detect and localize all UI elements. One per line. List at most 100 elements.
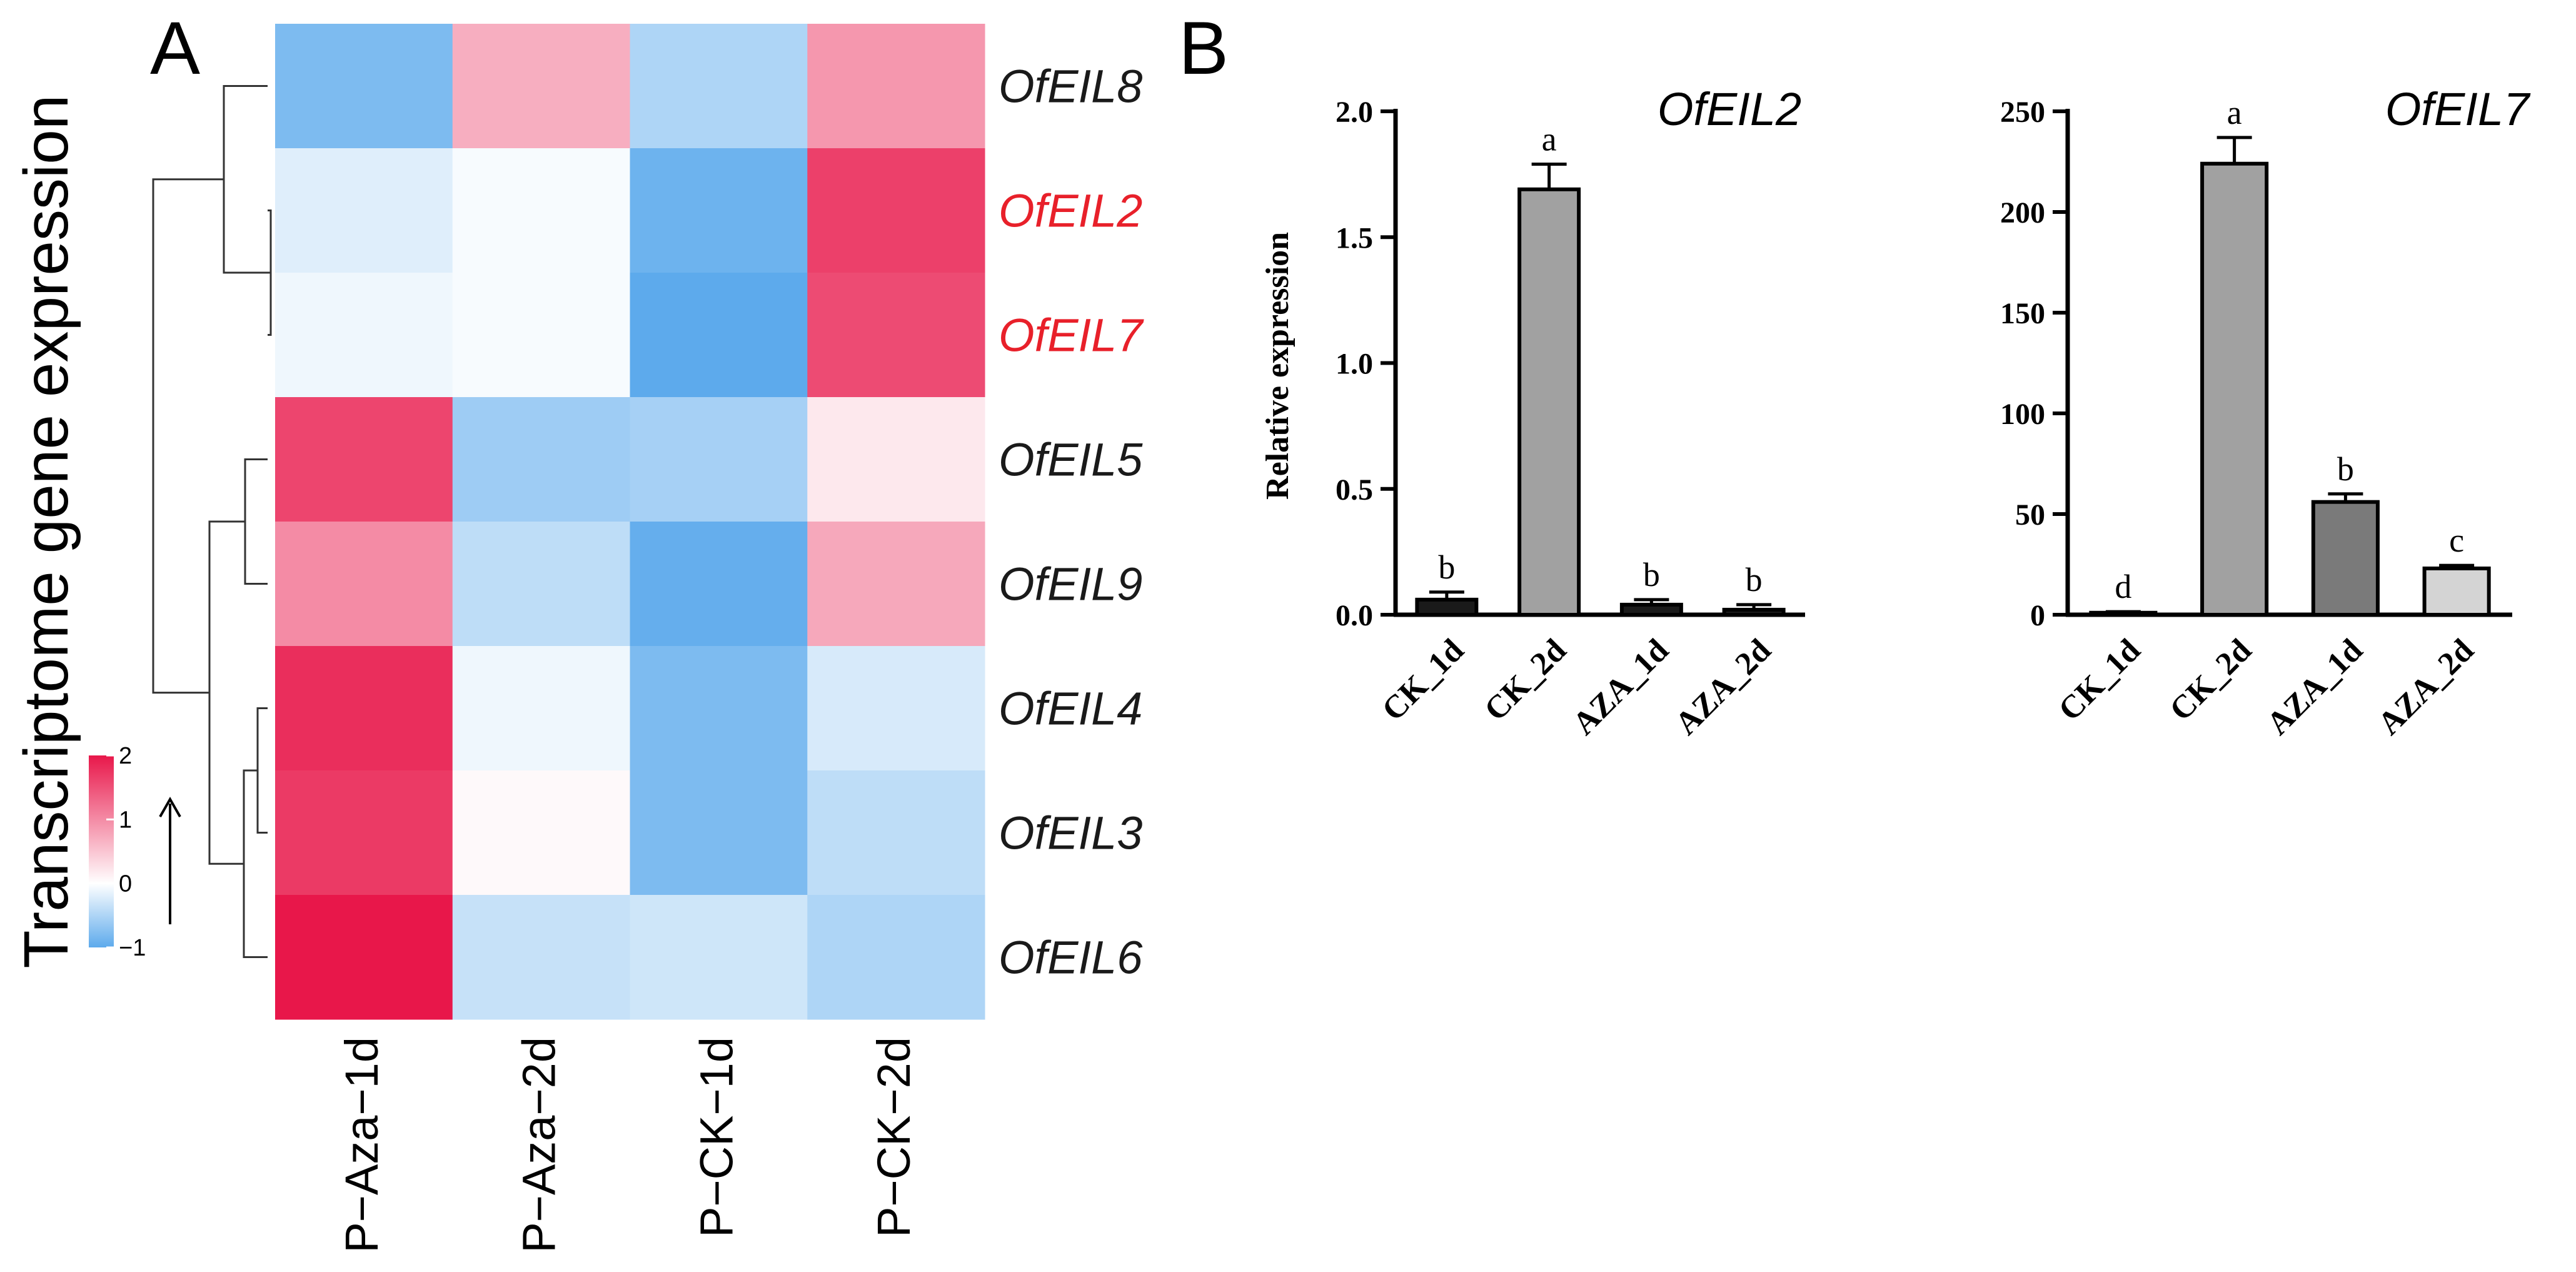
y-tick-label: 150 [2000, 297, 2045, 330]
color-legend-tick-label: 2 [119, 743, 132, 769]
x-tick-label: AZA_1d [2260, 632, 2370, 742]
heatmap-row-label: OfEIL2 [999, 185, 1142, 237]
bar-ck-2d [1517, 187, 1581, 617]
heatmap-cell [275, 646, 453, 771]
heatmap-cell [452, 522, 630, 647]
heatmap-cell [275, 273, 453, 398]
heatmap-cell [275, 522, 453, 647]
bar-aza-1d [1619, 602, 1683, 617]
heatmap-cell [630, 522, 808, 647]
x-tick-label: CK_1d [2052, 632, 2148, 728]
chart-title: OfEIL2 [1658, 83, 1801, 135]
heatmap-cell [630, 895, 808, 1020]
heatmap-column-label: P−CK−1d [690, 1037, 742, 1238]
x-tick-label: AZA_2d [2371, 632, 2480, 742]
heatmap-row-label: OfEIL4 [999, 683, 1142, 735]
heatmap-row-labels: OfEIL8 OfEIL2 OfEIL7 OfEIL5 OfEIL9 OfEIL4 OfEI… [999, 61, 1144, 984]
heatmap-cell [452, 646, 630, 771]
y-tick-label: 2.0 [1336, 96, 1373, 129]
y-tick-label: 100 [2000, 398, 2045, 431]
y-tick-label: 0 [2030, 599, 2045, 632]
y-tick-label: 0.0 [1336, 599, 1373, 632]
heatmap-cell [452, 148, 630, 273]
dendrogram-branch [223, 85, 271, 274]
y-tick-label: 200 [2000, 196, 2045, 230]
heatmap-cell [275, 24, 453, 149]
dendrogram-branch [243, 769, 268, 958]
row-dendrogram [152, 85, 272, 958]
panel-a-label: A [150, 6, 200, 90]
significance-label: b [2337, 450, 2354, 488]
bar-ck-1d [1415, 597, 1479, 617]
heatmap-cell [275, 148, 453, 273]
heatmap-cell [452, 273, 630, 398]
bar-chart-ofeil7: 0 50 100 150 200 250 d CK_1d a CK_2d b AZA_1d c AZA_2… [2000, 83, 2531, 742]
significance-label: b [1746, 561, 1763, 598]
y-tick-label: 50 [2015, 498, 2045, 532]
heatmap-cell [807, 522, 985, 647]
heatmap-column-label: P−Aza−1d [336, 1037, 388, 1253]
dendrogram-branch [244, 458, 268, 585]
heatmap-column-label: P−Aza−2d [513, 1037, 565, 1253]
color-legend-tick-label: −1 [119, 935, 146, 961]
heatmap-cell [452, 397, 630, 522]
y-tick-label: 1.5 [1336, 221, 1373, 255]
heatmap-cell [630, 646, 808, 771]
bar-aza-2d [1722, 607, 1786, 617]
x-tick-label: CK_1d [1376, 632, 1471, 728]
heatmap-cell [807, 273, 985, 398]
heatmap-cell [630, 24, 808, 149]
heatmap-cell [452, 895, 630, 1020]
heatmap-cell [452, 24, 630, 149]
heatmap-cell [807, 24, 985, 149]
heatmap-y-axis-label: Transcriptome gene expression [11, 95, 81, 969]
heatmap-cell [275, 397, 453, 522]
heatmap-cell [275, 895, 453, 1020]
panel-b: B Relative expression 0.0 0.5 1.0 1.5 2.0 b CK… [1179, 6, 2531, 742]
heatmap-row-label: OfEIL9 [999, 558, 1142, 610]
heatmap-row-label: OfEIL6 [999, 932, 1143, 984]
bar-aza-1d [2311, 500, 2380, 617]
significance-label: d [2115, 568, 2131, 605]
heatmap-row-label: OfEIL8 [999, 61, 1142, 113]
heatmap-cell [807, 895, 985, 1020]
dendrogram-branch [256, 707, 268, 834]
significance-label: b [1438, 548, 1455, 586]
y-tick-label: 0.5 [1336, 473, 1373, 507]
x-tick-label: CK_2d [2163, 632, 2258, 728]
heatmap-column-label: P−CK−2d [868, 1037, 920, 1238]
color-legend-tick-label: 0 [119, 871, 132, 897]
color-legend: 2 1 0 −1 [89, 743, 146, 961]
heatmap-column-labels: P−Aza−1d P−Aza−2d P−CK−1d P−CK−2d [336, 1037, 920, 1253]
x-tick-label: CK_2d [1477, 632, 1573, 728]
heatmap-row-label: OfEIL7 [999, 310, 1144, 361]
y-tick-label: 1.0 [1336, 348, 1373, 381]
heatmap-cell [807, 397, 985, 522]
heatmap-cell [630, 273, 808, 398]
heatmap-cell [630, 770, 808, 896]
heatmap-cell [807, 646, 985, 771]
color-legend-tick-label: 1 [119, 807, 132, 833]
heatmap-cell [630, 148, 808, 273]
dendrogram-branch [208, 520, 245, 865]
heatmap-cells [275, 24, 985, 1020]
significance-label: c [2449, 522, 2464, 559]
heatmap-cell [275, 770, 453, 896]
heatmap-cell [630, 397, 808, 522]
significance-label: a [1542, 121, 1557, 158]
up-arrow-icon [159, 796, 181, 924]
panel-a: A Transcriptome gene expression OfEIL8 Of… [11, 6, 1144, 1253]
x-tick-label: AZA_2d [1668, 632, 1778, 742]
heatmap-cell [452, 770, 630, 896]
bar-chart-ofeil2: 0.0 0.5 1.0 1.5 2.0 b CK_1d a CK_2d b AZA_1d b AZA_2… [1336, 83, 1805, 742]
bar-y-axis-label: Relative expression [1260, 232, 1296, 500]
significance-label: b [1643, 556, 1660, 593]
bar-ck-2d [2200, 161, 2269, 617]
dendrogram-branch [152, 178, 224, 694]
x-tick-label: AZA_1d [1566, 632, 1676, 742]
significance-label: a [2227, 94, 2242, 131]
heatmap-cell [807, 148, 985, 273]
bar-aza-2d [2422, 566, 2491, 617]
chart-title: OfEIL7 [2385, 83, 2531, 135]
